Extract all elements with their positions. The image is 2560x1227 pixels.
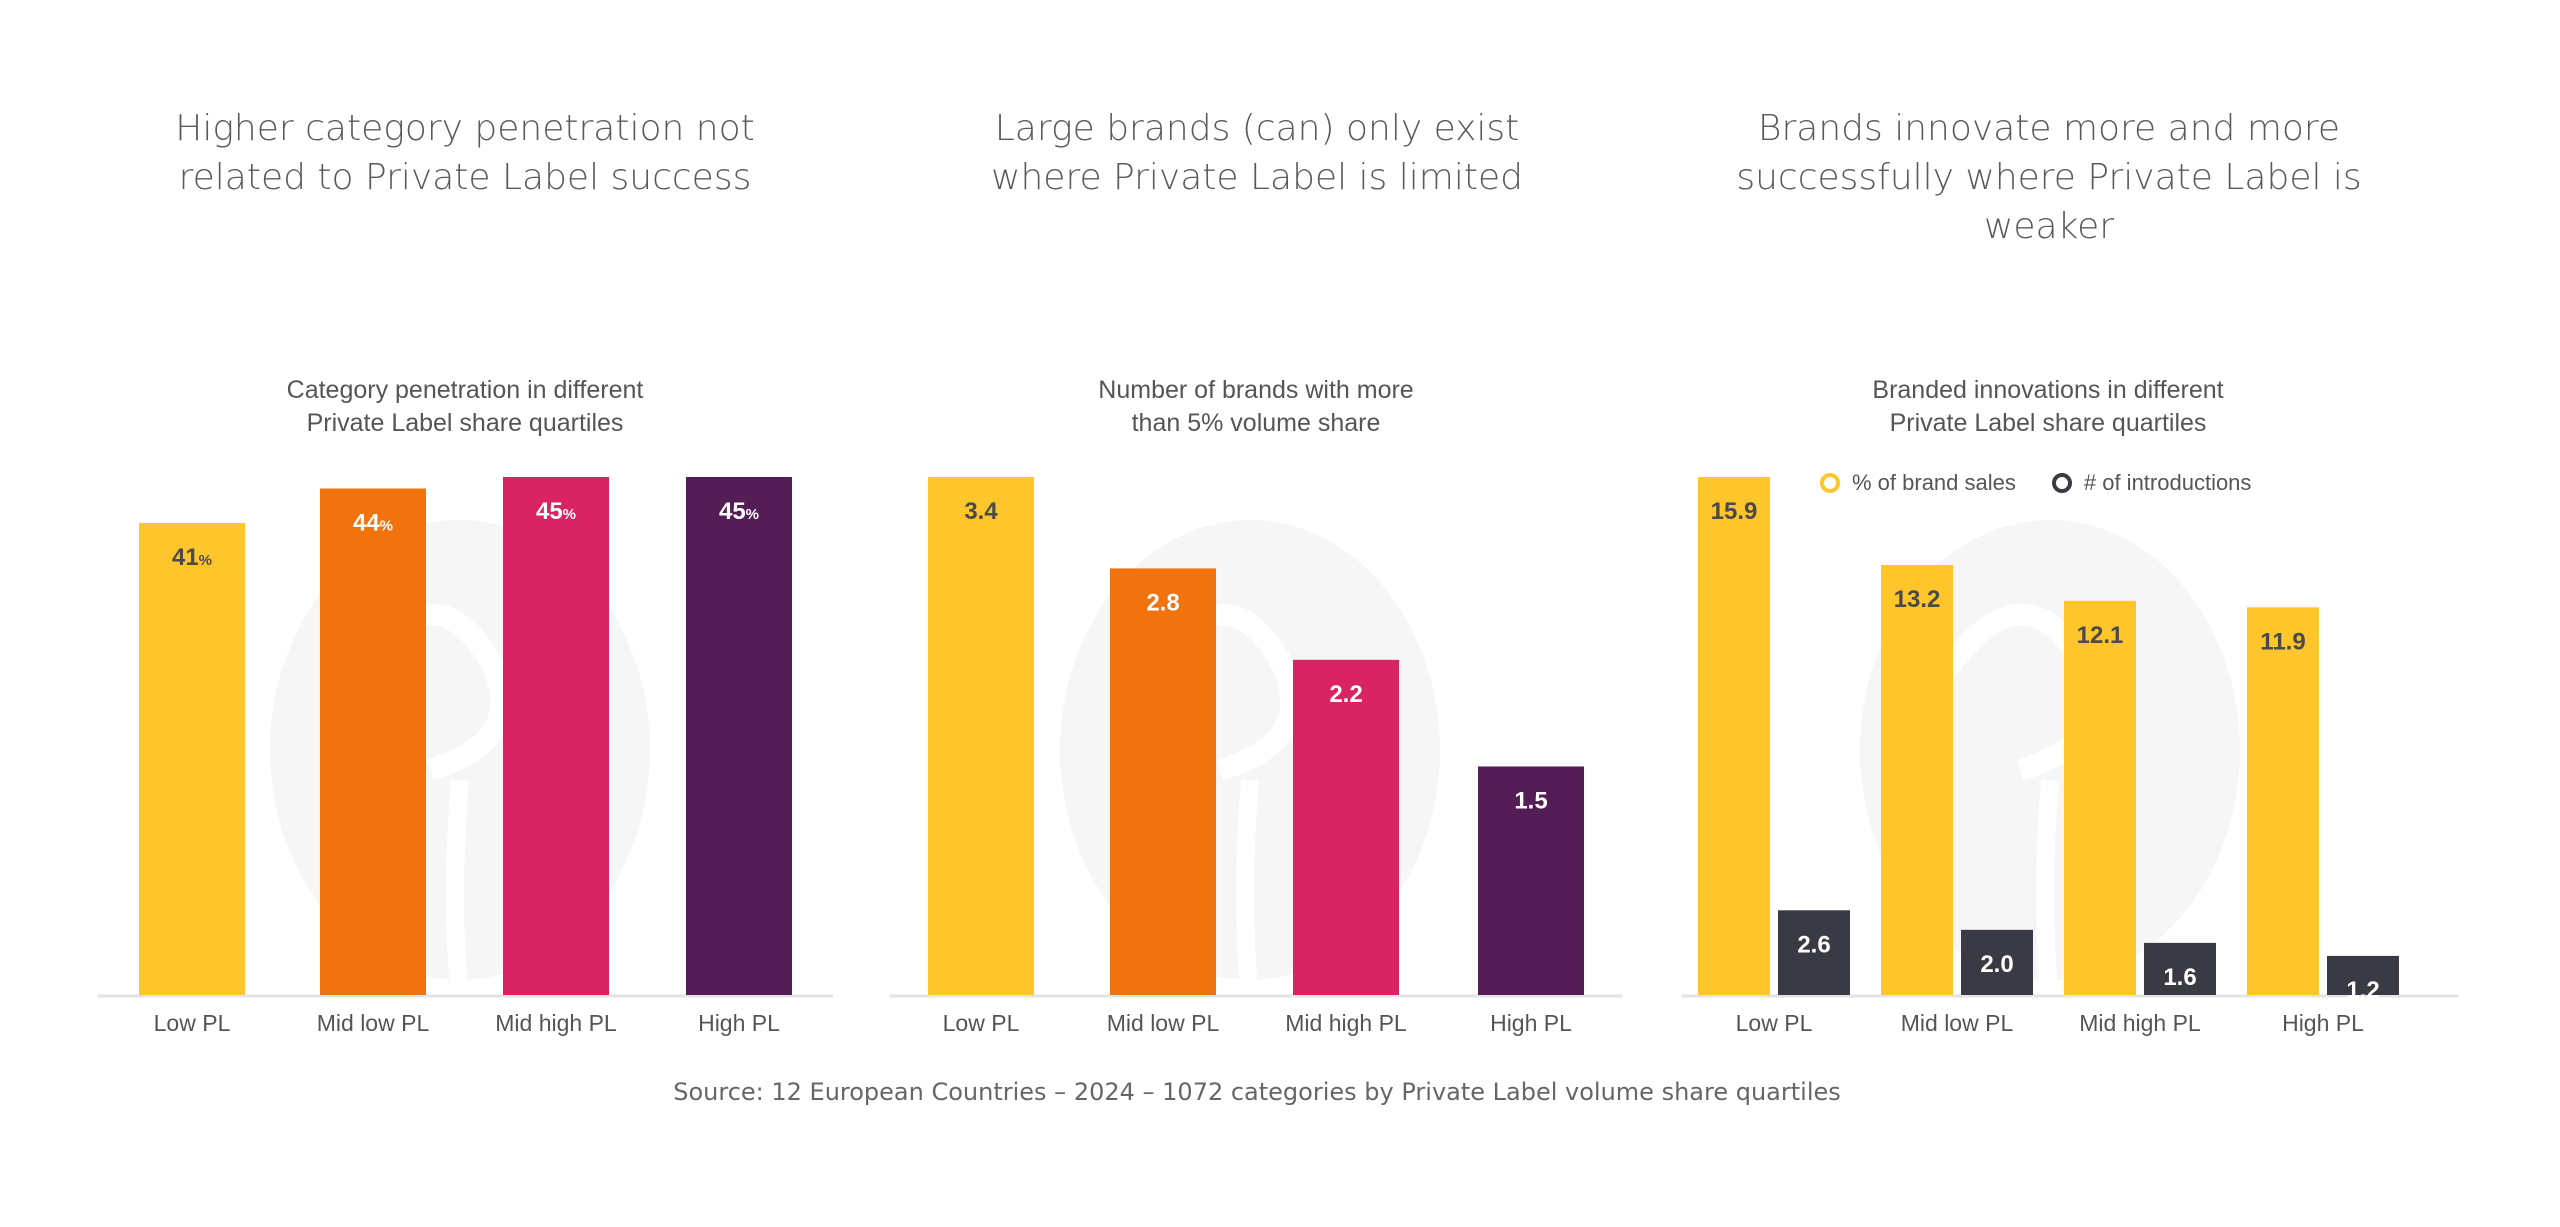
legend-ring-icon [1820, 473, 1840, 493]
category-tick-label: Mid high PL [495, 1010, 617, 1036]
headline-3-line-2: successfully where Private Label is weak… [1736, 157, 2362, 247]
headline-2-line-2: where Private Label is limited [991, 157, 1523, 198]
category-tick-label: Low PL [1736, 1010, 1813, 1036]
headline-3: Brands innovate more and more successful… [1669, 104, 2429, 251]
category-tick-label: Mid high PL [2079, 1010, 2201, 1036]
data-label: 1.5 [1514, 787, 1547, 814]
data-label: 2.8 [1146, 589, 1179, 616]
data-label: 3.4 [964, 498, 998, 525]
data-label: 1.6 [2163, 964, 2196, 991]
data-label: 13.2 [1894, 586, 1941, 613]
bar [928, 477, 1034, 995]
bar [1293, 659, 1399, 995]
bar [139, 523, 245, 995]
bar [2327, 955, 2399, 995]
category-tick-label: High PL [2282, 1010, 2364, 1036]
data-label: 45% [536, 498, 576, 525]
category-tick-label: Mid low PL [1107, 1010, 1220, 1036]
category-tick-label: High PL [1490, 1010, 1572, 1036]
data-label: 12.1 [2077, 622, 2124, 649]
chart-3-title: Branded innovations in different Private… [1698, 374, 2398, 440]
category-tick-label: Low PL [943, 1010, 1020, 1036]
bar [2144, 942, 2216, 995]
data-label: 2.2 [1329, 681, 1362, 708]
chart-1-title-line-2: Private Label share quartiles [306, 409, 624, 437]
category-tick-label: Mid high PL [1285, 1010, 1407, 1036]
data-label: 2.0 [1980, 951, 2013, 978]
bar [1698, 477, 1770, 995]
watermark-stem [446, 779, 469, 1001]
chart-3-title-line-1: Branded innovations in different [1872, 376, 2224, 404]
category-tick-label: Low PL [154, 1010, 231, 1036]
bar [1110, 568, 1216, 995]
headline-1: Higher category penetration not related … [85, 104, 845, 202]
bar [503, 477, 609, 995]
legend-item-introductions: # of introductions [2051, 470, 2252, 496]
watermark-stem [1236, 779, 1259, 1001]
chart-2-title: Number of brands with more than 5% volum… [906, 374, 1606, 440]
data-label: 15.9 [1711, 498, 1758, 525]
legend-label: % of brand sales [1852, 470, 2016, 495]
bar [1778, 910, 1850, 995]
chart-1-title: Category penetration in different Privat… [115, 374, 815, 440]
data-label: 11.9 [2260, 628, 2305, 655]
legend-ring-icon [2051, 473, 2072, 493]
headline-1-line-1: Higher category penetration not [175, 108, 755, 149]
chart-2-title-line-1: Number of brands with more [1098, 376, 1414, 404]
bar [2064, 600, 2136, 995]
bar [320, 488, 426, 995]
chart-2-title-line-2: than 5% volume share [1131, 409, 1381, 437]
bar [1478, 766, 1584, 995]
headline-2-line-1: Large brands (can) only exist [994, 108, 1520, 149]
bar [1881, 564, 1953, 995]
headline-3-line-1: Brands innovate more and more [1757, 108, 2341, 149]
watermark-stem [2036, 779, 2059, 1001]
chart-1-title-line-1: Category penetration in different [286, 376, 644, 404]
data-label: 1.2 [2346, 977, 2379, 1004]
legend-label: # of introductions [2083, 470, 2252, 495]
chart-3-legend: % of brand sales # of introductions [1820, 470, 2251, 496]
category-tick-label: High PL [698, 1010, 780, 1036]
bar [1961, 929, 2033, 995]
source-note: Source: 12 European Countries – 2024 – 1… [673, 1078, 1841, 1106]
headline-2: Large brands (can) only exist where Priv… [877, 104, 1637, 202]
category-tick-label: Mid low PL [317, 1010, 430, 1036]
data-label: 2.6 [1797, 931, 1830, 958]
headline-1-line-2: related to Private Label success [178, 157, 752, 198]
legend-item-brand-sales: % of brand sales [1820, 470, 2016, 496]
category-tick-label: Mid low PL [1901, 1010, 2014, 1036]
bar [2247, 607, 2319, 995]
chart-3-title-line-2: Private Label share quartiles [1889, 409, 2207, 437]
bar [686, 477, 792, 995]
